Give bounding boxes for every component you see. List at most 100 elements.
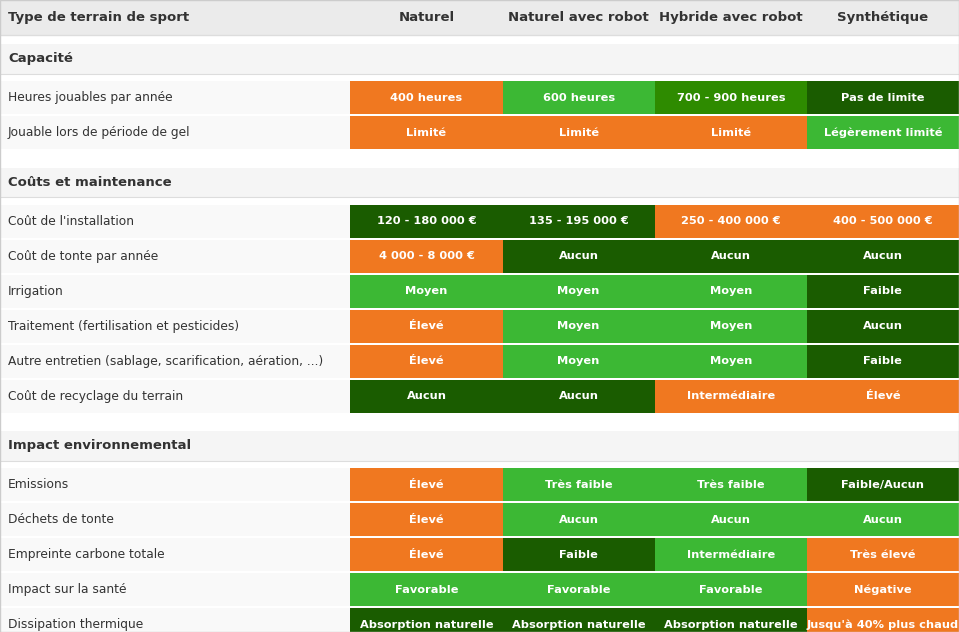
Bar	[0, 238, 959, 240]
Bar	[807, 81, 959, 114]
Text: Naturel: Naturel	[398, 11, 455, 24]
Text: Négative: Négative	[854, 585, 912, 595]
Text: 250 - 400 000 €: 250 - 400 000 €	[681, 216, 781, 226]
Bar	[350, 380, 503, 413]
Text: Aucun: Aucun	[558, 514, 598, 525]
Bar	[0, 116, 350, 149]
Bar	[807, 310, 959, 343]
Bar	[0, 413, 959, 422]
Bar	[503, 344, 655, 378]
Bar	[0, 343, 959, 344]
Text: Légèrement limité: Légèrement limité	[824, 128, 942, 138]
Bar	[350, 538, 503, 571]
Text: Aucun: Aucun	[711, 251, 751, 261]
Text: Limité: Limité	[407, 128, 447, 138]
Bar	[350, 205, 503, 238]
Text: Absorption naturelle: Absorption naturelle	[664, 619, 798, 629]
Bar	[0, 0, 959, 35]
Bar	[0, 461, 959, 468]
Text: Irrigation: Irrigation	[8, 284, 63, 298]
Bar	[655, 503, 807, 536]
Bar	[655, 310, 807, 343]
Bar	[0, 81, 350, 114]
Text: Jouable lors de période de gel: Jouable lors de période de gel	[8, 126, 191, 139]
Bar	[503, 116, 655, 149]
Bar	[503, 380, 655, 413]
Bar	[503, 503, 655, 536]
Text: 400 heures: 400 heures	[390, 93, 462, 102]
Text: Favorable: Favorable	[547, 585, 610, 595]
Bar	[503, 573, 655, 606]
Text: Aucun: Aucun	[558, 251, 598, 261]
Text: Élevé: Élevé	[866, 391, 901, 401]
Text: 135 - 195 000 €: 135 - 195 000 €	[528, 216, 628, 226]
Text: Aucun: Aucun	[711, 514, 751, 525]
Bar	[0, 159, 959, 167]
Bar	[350, 240, 503, 272]
Bar	[655, 81, 807, 114]
Text: Élevé: Élevé	[409, 480, 444, 490]
Text: Coût de recyclage du terrain: Coût de recyclage du terrain	[8, 390, 183, 403]
Bar	[807, 274, 959, 308]
Text: Heures jouables par année: Heures jouables par année	[8, 91, 173, 104]
Text: Intermédiaire: Intermédiaire	[687, 391, 775, 401]
Bar	[350, 116, 503, 149]
Bar	[655, 538, 807, 571]
Text: Moyen: Moyen	[406, 286, 448, 296]
Text: Limité: Limité	[558, 128, 598, 138]
Bar	[503, 310, 655, 343]
Bar	[0, 240, 350, 272]
Bar	[0, 114, 959, 116]
Text: Coût de l'installation: Coût de l'installation	[8, 215, 134, 228]
Text: Hybride avec robot: Hybride avec robot	[659, 11, 803, 24]
Bar	[350, 310, 503, 343]
Text: Absorption naturelle: Absorption naturelle	[512, 619, 645, 629]
Bar	[0, 74, 959, 81]
Bar	[0, 378, 959, 380]
Bar	[0, 606, 959, 608]
Bar	[655, 468, 807, 501]
Text: Intermédiaire: Intermédiaire	[687, 550, 775, 559]
Text: Très faible: Très faible	[545, 480, 613, 490]
Bar	[0, 536, 959, 538]
Text: Élevé: Élevé	[409, 321, 444, 331]
Bar	[0, 205, 350, 238]
Bar	[0, 344, 350, 378]
Bar	[503, 205, 655, 238]
Bar	[0, 149, 959, 159]
Text: Naturel avec robot: Naturel avec robot	[508, 11, 649, 24]
Text: Moyen: Moyen	[557, 286, 599, 296]
Bar	[0, 422, 959, 431]
Bar	[350, 274, 503, 308]
Bar	[655, 205, 807, 238]
Bar	[503, 240, 655, 272]
Text: Limité: Limité	[711, 128, 751, 138]
Text: 400 - 500 000 €: 400 - 500 000 €	[833, 216, 933, 226]
Text: Élevé: Élevé	[409, 550, 444, 559]
Bar	[0, 272, 959, 274]
Bar	[655, 573, 807, 606]
Text: Élevé: Élevé	[409, 514, 444, 525]
Text: Absorption naturelle: Absorption naturelle	[360, 619, 493, 629]
Bar	[0, 274, 350, 308]
Bar	[350, 608, 503, 632]
Bar	[807, 240, 959, 272]
Text: 120 - 180 000 €: 120 - 180 000 €	[377, 216, 477, 226]
Bar	[0, 501, 959, 503]
Bar	[0, 167, 959, 197]
Text: Traitement (fertilisation et pesticides): Traitement (fertilisation et pesticides)	[8, 320, 239, 332]
Bar	[503, 608, 655, 632]
Text: 700 - 900 heures: 700 - 900 heures	[676, 93, 785, 102]
Bar	[0, 573, 350, 606]
Bar	[0, 308, 959, 310]
Bar	[350, 468, 503, 501]
Bar	[807, 344, 959, 378]
Text: Très élevé: Très élevé	[851, 550, 916, 559]
Text: Moyen: Moyen	[557, 321, 599, 331]
Text: Pas de limite: Pas de limite	[841, 93, 924, 102]
Text: Dissipation thermique: Dissipation thermique	[8, 618, 143, 631]
Text: Coûts et maintenance: Coûts et maintenance	[8, 176, 172, 189]
Bar	[807, 116, 959, 149]
Bar	[0, 380, 350, 413]
Text: Impact environnemental: Impact environnemental	[8, 439, 191, 453]
